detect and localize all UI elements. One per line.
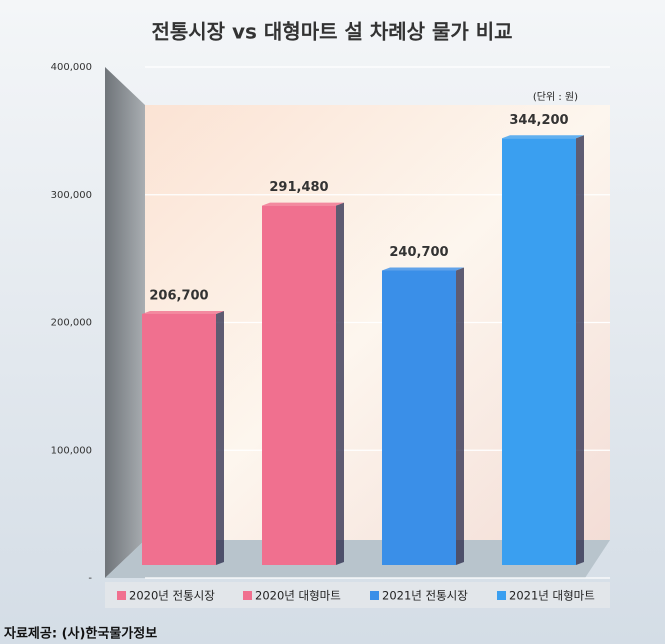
bar-side	[216, 310, 224, 565]
side-wall	[105, 67, 145, 578]
unit-note: (단위 : 원)	[533, 90, 578, 103]
y-tick-label: 200,000	[51, 318, 92, 329]
legend-label: 2020년 대형마트	[255, 589, 341, 603]
bar	[262, 205, 336, 566]
legend-swatch	[370, 591, 379, 600]
y-tick-label: 400,000	[51, 62, 92, 73]
legend-label: 2021년 전통시장	[382, 589, 468, 603]
legend-swatch	[243, 591, 252, 600]
bar-top	[262, 202, 344, 206]
value-label: 344,200	[509, 113, 568, 128]
bar-top	[382, 267, 464, 271]
y-tick-label: 300,000	[51, 190, 92, 201]
value-label: 291,480	[269, 180, 328, 195]
source: 자료제공: (사)한국물가정보	[4, 626, 157, 642]
legend-swatch	[117, 591, 126, 600]
y-tick-label: 100,000	[51, 445, 92, 456]
bar-top	[142, 310, 224, 314]
bar-side	[456, 267, 464, 565]
floor	[105, 540, 610, 578]
legend-label: 2020년 전통시장	[129, 589, 215, 603]
y-tick-label: -	[88, 573, 92, 584]
bar	[142, 313, 216, 565]
value-label: 240,700	[389, 245, 448, 260]
bar	[502, 138, 576, 566]
bar	[382, 270, 456, 565]
legend-swatch	[497, 591, 506, 600]
legend-box	[105, 582, 610, 608]
bar-side	[336, 202, 344, 566]
chart-title: 전통시장 vs 대형마트 설 차례상 물가 비교	[151, 20, 512, 44]
value-label: 206,700	[149, 288, 208, 303]
legend-label: 2021년 대형마트	[509, 589, 595, 603]
bar-side	[576, 135, 584, 566]
bar-top	[502, 135, 584, 139]
